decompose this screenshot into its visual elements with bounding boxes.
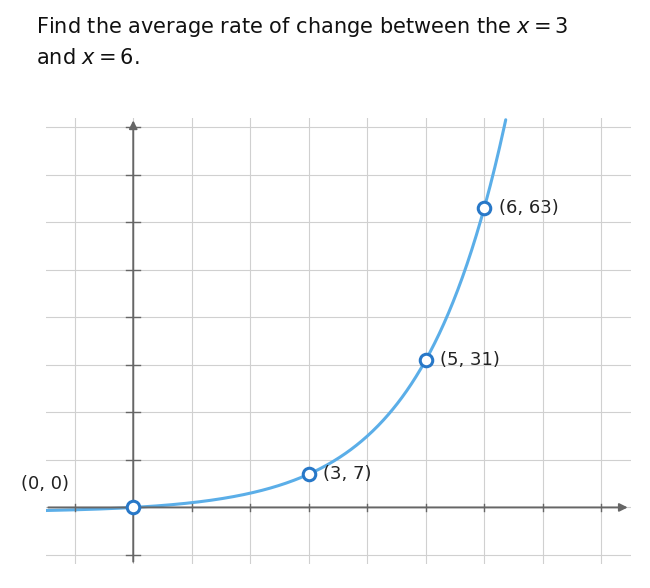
Text: (0, 0): (0, 0) <box>21 475 69 493</box>
Text: and $x = 6$.: and $x = 6$. <box>36 48 139 68</box>
Text: (5, 31): (5, 31) <box>441 351 500 369</box>
Text: (3, 7): (3, 7) <box>324 465 372 483</box>
Text: (6, 63): (6, 63) <box>499 199 558 217</box>
Text: Find the average rate of change between the $x = 3$: Find the average rate of change between … <box>36 15 568 39</box>
